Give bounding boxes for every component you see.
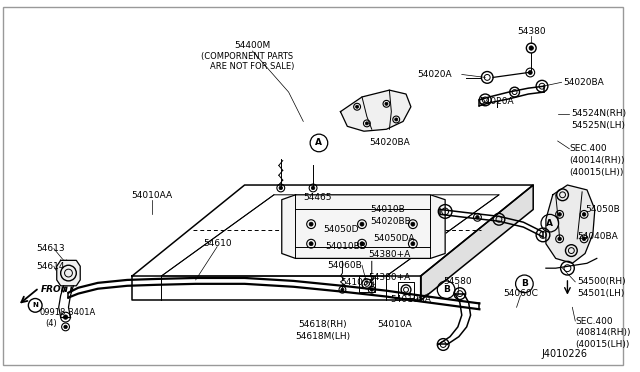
Circle shape — [529, 46, 534, 50]
Text: (40014(RH)): (40014(RH)) — [570, 156, 625, 165]
Text: 54010BB: 54010BB — [325, 242, 365, 251]
Text: 54050B: 54050B — [585, 205, 620, 214]
Circle shape — [64, 325, 67, 328]
Text: 54380: 54380 — [517, 27, 545, 36]
Text: 54010BA: 54010BA — [390, 295, 431, 304]
Text: 54060C: 54060C — [503, 289, 538, 298]
Text: 54020A: 54020A — [417, 70, 452, 79]
Text: (4): (4) — [45, 320, 57, 328]
Text: (40015(LH)): (40015(LH)) — [570, 168, 624, 177]
Circle shape — [279, 186, 282, 190]
Circle shape — [558, 213, 561, 216]
Text: 54010AA: 54010AA — [131, 191, 172, 200]
Text: FRONT: FRONT — [41, 285, 76, 294]
Circle shape — [309, 222, 313, 226]
Text: 54040BA: 54040BA — [577, 232, 618, 241]
Circle shape — [311, 186, 315, 190]
Circle shape — [582, 213, 586, 216]
Text: 54465: 54465 — [303, 193, 332, 202]
Circle shape — [360, 222, 364, 226]
Polygon shape — [340, 90, 411, 131]
Polygon shape — [282, 195, 445, 259]
Text: A: A — [316, 138, 323, 147]
Polygon shape — [420, 185, 533, 301]
Text: 09918-3401A: 09918-3401A — [39, 308, 95, 317]
Text: 54618(RH): 54618(RH) — [298, 320, 347, 330]
Text: 54380+A: 54380+A — [368, 273, 410, 282]
Text: 54103A: 54103A — [340, 278, 375, 287]
Text: 54400M: 54400M — [234, 41, 271, 49]
Text: B: B — [443, 285, 449, 294]
Text: 54020BB: 54020BB — [370, 217, 411, 226]
Circle shape — [476, 215, 479, 219]
Text: 54618M(LH): 54618M(LH) — [295, 332, 351, 341]
Text: 54060B: 54060B — [328, 261, 362, 270]
Circle shape — [385, 102, 388, 105]
Text: 54501(LH): 54501(LH) — [577, 289, 625, 298]
Text: 54380+A: 54380+A — [368, 250, 410, 259]
Text: (COMPORNENT PARTS: (COMPORNENT PARTS — [202, 52, 294, 61]
Circle shape — [395, 118, 398, 121]
Text: N: N — [32, 302, 38, 308]
Circle shape — [558, 237, 561, 241]
Text: A: A — [547, 219, 554, 228]
Text: B: B — [521, 279, 528, 288]
Circle shape — [309, 242, 313, 246]
Text: 54610: 54610 — [203, 239, 232, 248]
Text: 54050DA: 54050DA — [374, 234, 415, 243]
Text: (40015(LH)): (40015(LH)) — [575, 340, 630, 349]
Text: 54010A: 54010A — [377, 320, 412, 330]
Text: 54500(RH): 54500(RH) — [577, 278, 626, 286]
Circle shape — [411, 242, 415, 246]
Polygon shape — [546, 185, 595, 263]
Text: 54580: 54580 — [444, 278, 472, 286]
Text: 54020A: 54020A — [480, 97, 515, 106]
Text: SEC.400: SEC.400 — [570, 144, 607, 153]
Circle shape — [582, 237, 586, 241]
Text: 54020BA: 54020BA — [369, 138, 410, 147]
Circle shape — [365, 122, 369, 125]
Text: 54613: 54613 — [36, 244, 65, 253]
Text: 54525N(LH): 54525N(LH) — [572, 121, 625, 130]
Text: 54020BA: 54020BA — [564, 78, 604, 87]
Circle shape — [341, 288, 344, 291]
Circle shape — [411, 222, 415, 226]
Text: 54524N(RH): 54524N(RH) — [572, 109, 627, 118]
Circle shape — [356, 105, 358, 108]
Text: 54010B: 54010B — [370, 205, 404, 214]
Circle shape — [370, 288, 373, 291]
Text: J4010226: J4010226 — [541, 349, 587, 359]
Text: 54050D: 54050D — [323, 225, 358, 234]
Text: (40814(RH)): (40814(RH)) — [575, 328, 631, 337]
Text: ARE NOT FOR SALE): ARE NOT FOR SALE) — [210, 62, 294, 71]
Polygon shape — [57, 260, 80, 286]
Circle shape — [360, 242, 364, 246]
Circle shape — [528, 71, 532, 74]
Circle shape — [63, 315, 68, 319]
Text: 54614: 54614 — [36, 262, 65, 271]
Text: SEC.400: SEC.400 — [575, 317, 613, 326]
